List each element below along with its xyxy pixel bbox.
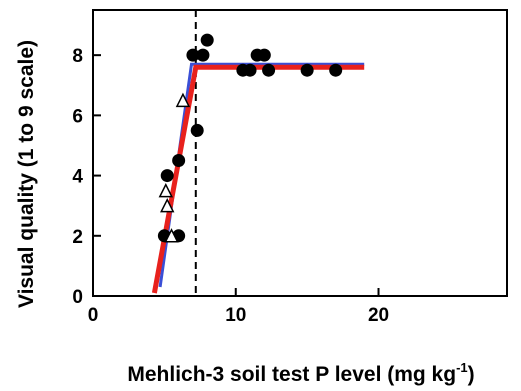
data-point-circle [301, 64, 314, 77]
x-axis-title: Mehlich-3 soil test P level (mg kg-1) [127, 360, 474, 386]
y-tick-label: 8 [72, 46, 83, 67]
data-point-circle [258, 49, 271, 62]
data-point-circle [262, 64, 275, 77]
data-point-circle [244, 64, 257, 77]
data-point-circle [196, 49, 209, 62]
data-point-circle [329, 64, 342, 77]
y-tick-label: 6 [72, 106, 83, 127]
data-point-circle [201, 34, 214, 47]
x-axis-title-superscript: -1 [456, 360, 468, 375]
data-point-circle [191, 124, 204, 137]
data-point-circle [172, 154, 185, 167]
x-tick-label: 10 [225, 305, 246, 326]
x-axis-title-main: Mehlich-3 soil test P level (mg kg [127, 363, 456, 386]
y-axis-title: Visual quality (1 to 9 scale) [15, 40, 38, 308]
x-axis-title-close: ) [468, 363, 475, 386]
data-point-circle [161, 169, 174, 182]
y-tick-label: 0 [72, 287, 83, 308]
y-tick-label: 4 [72, 167, 83, 188]
x-tick-label: 0 [88, 305, 99, 326]
marks-layer [154, 10, 364, 296]
ticks-layer: 0 2 4 6 8 0 10 20 [72, 46, 389, 326]
data-point-triangle [160, 185, 172, 197]
plot-frame [93, 10, 507, 296]
y-tick-label: 2 [72, 227, 83, 248]
x-tick-label: 20 [368, 305, 389, 326]
